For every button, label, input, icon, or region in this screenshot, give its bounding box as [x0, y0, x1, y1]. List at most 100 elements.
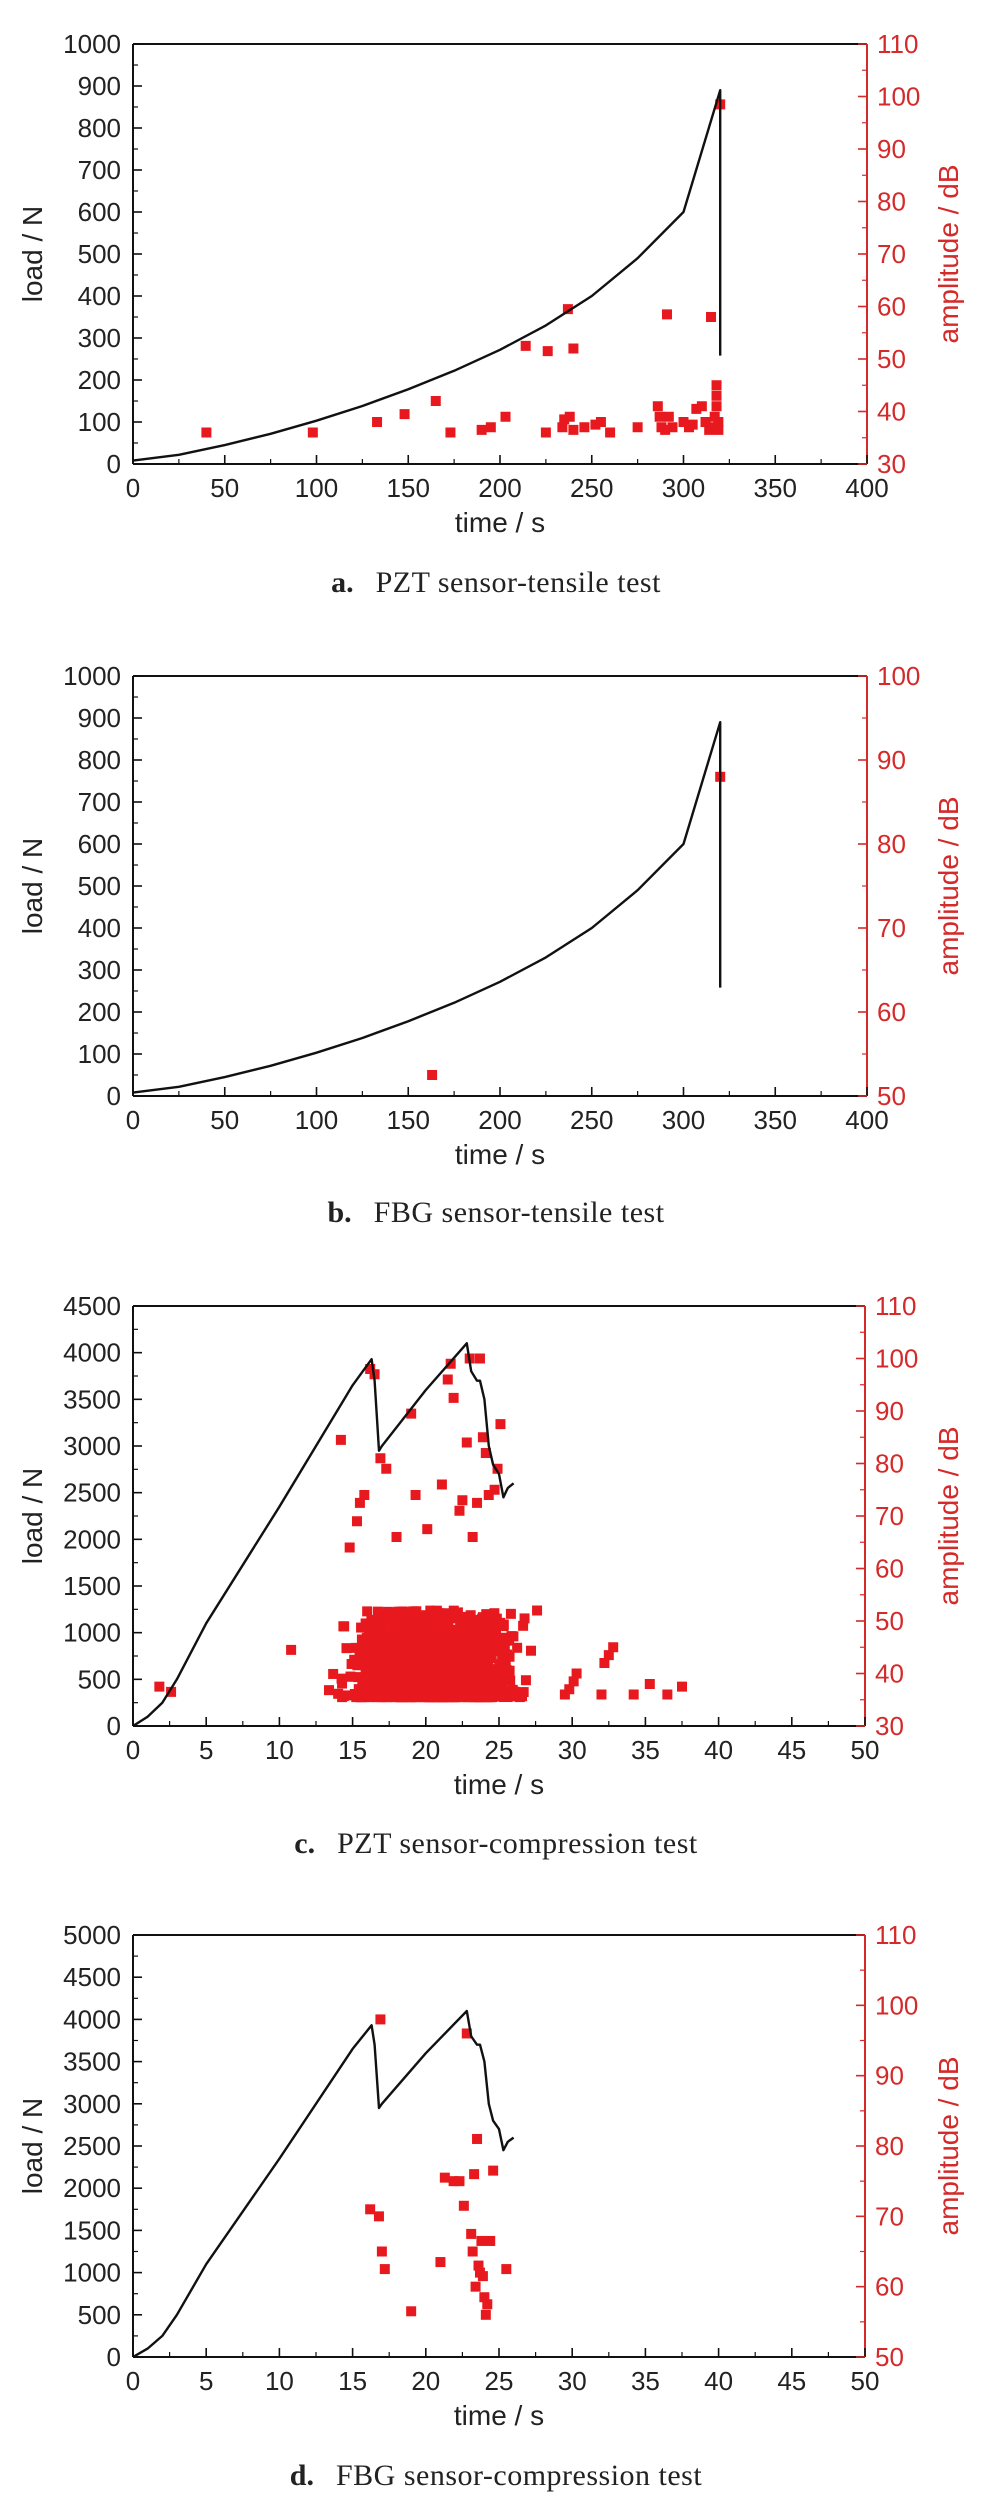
scatter-point — [501, 2264, 512, 2275]
y-tick-label: 0 — [107, 449, 121, 479]
x-tick-label: 45 — [777, 2366, 806, 2396]
x-tick-label: 200 — [478, 473, 521, 503]
scatter-point — [349, 1654, 360, 1665]
y-tick-label: 1000 — [63, 661, 121, 691]
scatter-point — [402, 1661, 413, 1672]
y-tick-label: 2000 — [63, 1524, 121, 1554]
scatter-point — [442, 1682, 453, 1693]
scatter-point — [367, 1653, 378, 1664]
scatter-point — [353, 1672, 364, 1683]
scatter-point — [488, 1675, 499, 1686]
scatter-point — [711, 401, 722, 412]
x-tick-label: 0 — [126, 473, 140, 503]
x-tick-label: 5 — [199, 2366, 213, 2396]
scatter-point — [525, 1645, 536, 1656]
x-tick-label: 30 — [558, 1735, 587, 1765]
scatter-point — [338, 1621, 349, 1632]
scatter-point — [579, 422, 590, 433]
scatter-point — [564, 411, 575, 422]
scatter-point — [406, 1408, 417, 1419]
scatter-point — [505, 1675, 516, 1686]
scatter-point — [399, 1648, 410, 1659]
scatter-point — [605, 427, 616, 438]
scatter-point — [494, 1685, 505, 1696]
chart-panel-b: 0 50 100 150 200 250 300 350 400 0 100 200 300 400 500… — [17, 661, 964, 1229]
x-axis-title: time / s — [454, 2400, 544, 2431]
scatter-point — [443, 1658, 454, 1669]
y2-tick-label: 80 — [877, 187, 906, 217]
scatter-point — [700, 417, 711, 427]
y-tick-label: 3500 — [63, 1384, 121, 1414]
scatter-point — [460, 1626, 471, 1637]
scatter-point — [478, 1663, 489, 1674]
scatter-point — [458, 2200, 469, 2211]
scatter-point — [711, 390, 722, 401]
x-tick-label: 100 — [295, 473, 338, 503]
scatter-point — [395, 1655, 406, 1666]
scatter-point — [562, 304, 573, 315]
x-tick-label: 250 — [570, 1105, 613, 1135]
scatter-point — [407, 1639, 418, 1650]
scatter-point — [335, 1434, 346, 1445]
x-tick-label: 100 — [295, 1105, 338, 1135]
scatter-point — [422, 1524, 433, 1535]
scatter-point — [662, 1689, 673, 1700]
scatter-point — [477, 1432, 488, 1443]
scatter-point — [373, 2211, 384, 2222]
scatter-point — [450, 1692, 461, 1703]
scatter-point — [399, 1691, 410, 1702]
panel-caption-letter: c. — [294, 1827, 315, 1860]
scatter-point — [568, 424, 579, 435]
y-tick-label: 4000 — [63, 2004, 121, 2034]
scatter-point — [400, 1632, 411, 1643]
scatter-point — [406, 1686, 417, 1697]
y2-axis-title: amplitude / dB — [933, 2057, 964, 2236]
panel-caption: c. PZT sensor-compression test — [294, 1827, 698, 1860]
scatter-point — [410, 1610, 421, 1621]
scatter-point — [481, 1675, 492, 1686]
scatter-point — [351, 1516, 362, 1527]
y-tick-label: 200 — [78, 365, 121, 395]
scatter-point — [473, 2260, 484, 2271]
panel-caption: d. FBG sensor-compression test — [290, 2459, 703, 2492]
x-axis-title: time / s — [455, 1139, 545, 1170]
scatter-point — [478, 1655, 489, 1666]
x-tick-label: 10 — [265, 1735, 294, 1765]
scatter-point — [418, 1657, 429, 1668]
scatter-point — [372, 1606, 383, 1617]
scatter-point — [410, 1490, 421, 1500]
scatter-point — [413, 1646, 424, 1657]
chart-panel-d: 0 5 10 15 20 25 30 35 40 45 5005001000150020002500… — [17, 1920, 964, 2492]
scatter-point — [430, 1628, 441, 1639]
scatter-point — [446, 1625, 457, 1636]
scatter-point — [450, 1667, 461, 1678]
scatter-point — [457, 1495, 468, 1506]
y2-tick-label: 60 — [877, 997, 906, 1027]
scatter-point — [355, 1692, 366, 1703]
scatter-point — [470, 1628, 481, 1639]
scatter-point — [596, 1689, 607, 1700]
y-tick-label: 2500 — [63, 1478, 121, 1508]
y-tick-label: 700 — [78, 155, 121, 185]
y-tick-label: 800 — [78, 745, 121, 775]
scatter-point — [454, 1505, 465, 1516]
scatter-point — [406, 2306, 417, 2317]
y-tick-label: 100 — [78, 1039, 121, 1069]
y2-tick-label: 90 — [875, 2061, 904, 2091]
y-axis-title: load / N — [17, 838, 48, 935]
scatter-series-amplitude — [365, 2014, 512, 2320]
y-tick-label: 500 — [78, 239, 121, 269]
scatter-point — [677, 1681, 687, 1692]
panel-caption: a. PZT sensor-tensile test — [331, 566, 661, 599]
scatter-point — [691, 403, 702, 414]
scatter-point — [466, 2228, 477, 2239]
scatter-point — [474, 1680, 485, 1691]
load-line — [132, 721, 722, 1094]
x-tick-label: 35 — [631, 1735, 660, 1765]
scatter-point — [514, 1692, 525, 1703]
scatter-point — [363, 1688, 374, 1699]
scatter-point — [381, 1463, 392, 1474]
panel-caption-text: PZT sensor-tensile test — [376, 566, 661, 599]
y2-tick-label: 60 — [875, 1554, 904, 1584]
y-tick-label: 700 — [78, 787, 121, 817]
